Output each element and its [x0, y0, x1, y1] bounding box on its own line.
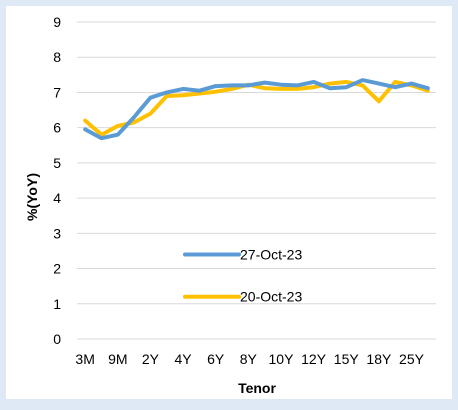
x-tick-label: 9M	[108, 351, 127, 367]
x-tick-label: 6Y	[207, 351, 225, 367]
x-axis-ticks: 3M 9M 2Y 4Y 6Y 8Y 10Y 12Y 15Y 18Y 25Y	[75, 351, 424, 367]
x-tick-label: 3M	[75, 351, 94, 367]
chart-background	[6, 6, 452, 399]
legend-label: 27-Oct-23	[240, 246, 302, 262]
grid	[77, 21, 436, 340]
y-tick-label: 1	[53, 296, 61, 312]
y-tick-label: 6	[53, 120, 61, 136]
x-axis-label: Tenor	[238, 380, 276, 396]
y-tick-label: 9	[53, 14, 61, 30]
y-tick-label: 5	[53, 155, 61, 171]
x-tick-label: 25Y	[399, 351, 425, 367]
y-tick-label: 3	[53, 225, 61, 241]
x-tick-label: 12Y	[301, 351, 327, 367]
x-tick-label: 2Y	[142, 351, 160, 367]
series-line-20-Oct-23	[83, 79, 430, 137]
x-tick-label: 15Y	[334, 351, 360, 367]
y-tick-label: 0	[53, 331, 61, 347]
y-tick-label: 7	[53, 84, 61, 100]
y-axis-label: %(YoY)	[24, 173, 40, 221]
x-tick-label: 18Y	[366, 351, 392, 367]
y-tick-label: 4	[53, 190, 61, 206]
legend-label: 20-Oct-23	[240, 289, 302, 305]
x-tick-label: 4Y	[175, 351, 193, 367]
series-lines	[83, 78, 430, 141]
series-line-27-Oct-23	[83, 78, 430, 141]
y-axis-ticks: 0 1 2 3 4 5 6 7 8 9	[53, 14, 61, 347]
x-tick-label: 8Y	[240, 351, 258, 367]
x-tick-label: 10Y	[269, 351, 295, 367]
y-tick-label: 2	[53, 261, 61, 277]
legend: 27-Oct-23 20-Oct-23	[183, 246, 302, 305]
y-tick-label: 8	[53, 49, 61, 65]
